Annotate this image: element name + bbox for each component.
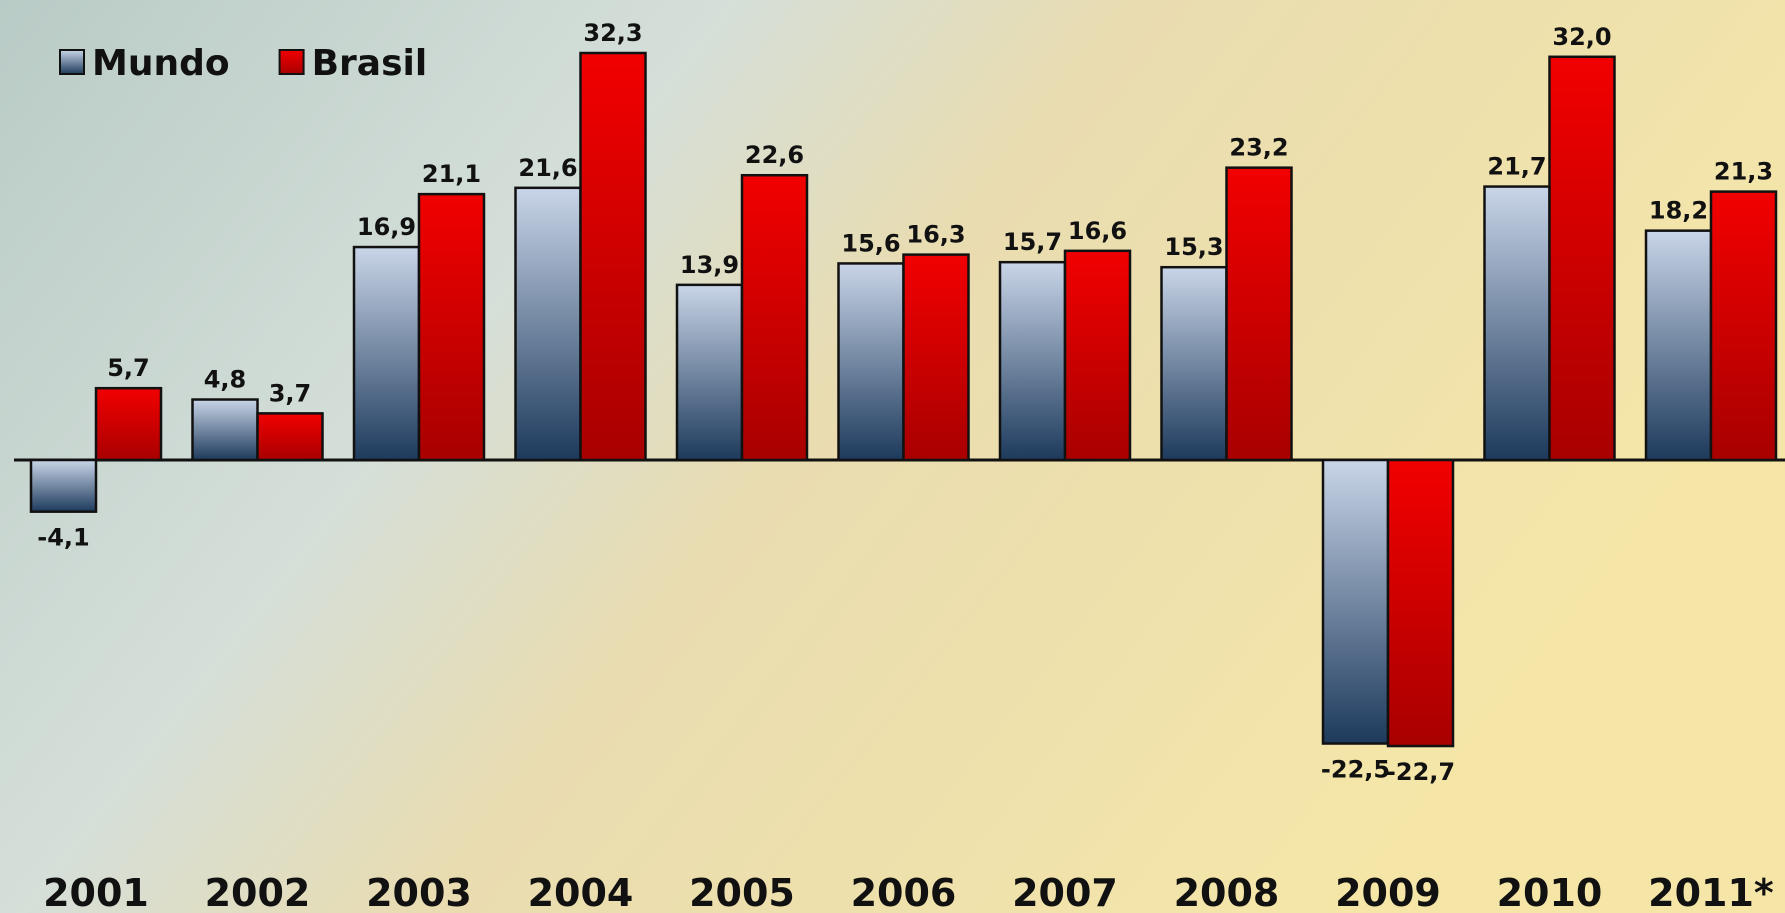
bar (193, 400, 258, 460)
x-tick-label: 2010 (1497, 871, 1603, 913)
value-label: 21,6 (518, 154, 577, 182)
x-tick-label: 2005 (689, 871, 795, 913)
bar (1550, 57, 1615, 460)
value-label: 21,1 (422, 160, 481, 188)
value-label: 5,7 (107, 354, 150, 382)
chart: MundoBrasil -4,15,720014,83,7200216,921,… (0, 0, 1785, 913)
x-tick-label: 2008 (1174, 871, 1280, 913)
value-label: 21,7 (1487, 153, 1546, 181)
bar (1065, 251, 1130, 460)
bar (1388, 460, 1453, 746)
legend-swatch (60, 50, 84, 74)
bar (1000, 262, 1065, 460)
x-tick-label: 2007 (1012, 871, 1118, 913)
bar (581, 53, 646, 460)
bar (1711, 192, 1776, 460)
x-tick-label: 2001 (43, 871, 149, 913)
legend-swatch (280, 50, 304, 74)
value-label: 15,6 (841, 229, 900, 257)
value-label: 21,3 (1714, 158, 1773, 186)
bar (677, 285, 742, 460)
bar (419, 194, 484, 460)
value-label: -22,7 (1386, 758, 1455, 786)
bar (1162, 267, 1227, 460)
value-label: -22,5 (1321, 756, 1390, 784)
x-tick-label: 2003 (366, 871, 472, 913)
value-label: 23,2 (1229, 134, 1288, 162)
bar (1485, 187, 1550, 460)
value-label: 16,3 (906, 221, 965, 249)
value-label: 3,7 (269, 379, 312, 407)
bar (1646, 231, 1711, 460)
bar (904, 255, 969, 460)
bar (839, 263, 904, 460)
bar (258, 413, 323, 460)
bar (516, 188, 581, 460)
bar (96, 388, 161, 460)
bar (1227, 168, 1292, 460)
bar (1323, 460, 1388, 744)
x-tick-label: 2002 (205, 871, 311, 913)
legend-label: Brasil (312, 43, 428, 84)
value-label: 4,8 (204, 366, 247, 394)
legend-label: Mundo (92, 43, 230, 84)
x-tick-label: 2011* (1648, 871, 1774, 913)
value-label: 16,9 (357, 213, 416, 241)
value-label: 13,9 (680, 251, 739, 279)
x-tick-label: 2004 (528, 871, 634, 913)
value-label: 22,6 (745, 141, 804, 169)
x-tick-label: 2006 (851, 871, 957, 913)
bar (354, 247, 419, 460)
value-label: 32,0 (1552, 23, 1611, 51)
value-label: 32,3 (583, 19, 642, 47)
value-label: 18,2 (1649, 197, 1708, 225)
x-tick-label: 2009 (1335, 871, 1441, 913)
value-label: 16,6 (1068, 217, 1127, 245)
value-label: 15,7 (1003, 228, 1062, 256)
value-label: 15,3 (1164, 233, 1223, 261)
bar (742, 175, 807, 460)
bar (31, 460, 96, 512)
value-label: -4,1 (37, 524, 89, 552)
